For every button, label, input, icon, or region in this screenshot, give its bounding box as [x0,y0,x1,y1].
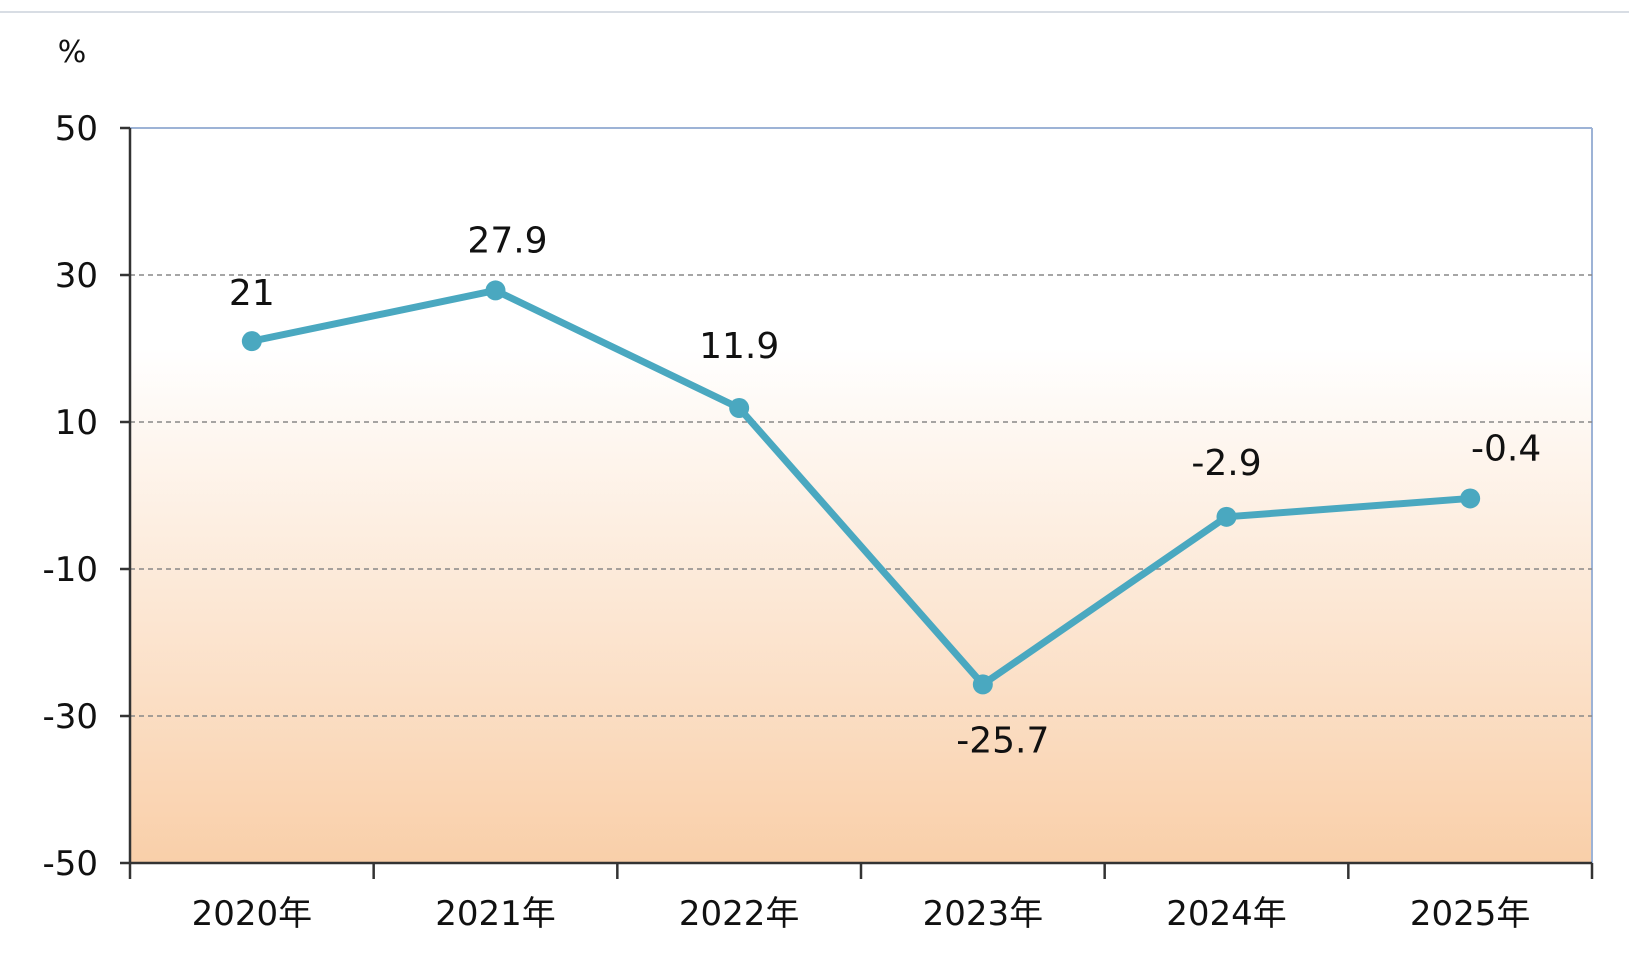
data-label: -2.9 [1191,443,1261,484]
y-tick-label: -50 [42,844,98,884]
x-tick-label: 2025年 [1410,894,1531,934]
data-point [1216,506,1237,527]
data-label: -0.4 [1471,428,1541,469]
x-tick-label: 2020年 [192,894,313,934]
plot-background [130,128,1592,863]
data-label: -25.7 [956,720,1049,761]
data-point [485,280,506,301]
x-tick-label: 2021年 [435,894,556,934]
data-point [241,331,262,352]
x-tick-label: 2022年 [679,894,800,934]
data-label: 27.9 [467,220,547,261]
y-tick-label: 50 [55,109,98,149]
x-tick-label: 2023年 [923,894,1044,934]
y-tick-label: 10 [55,403,98,443]
data-point [1460,488,1481,509]
y-axis-unit-label: % [58,35,87,70]
data-label: 21 [229,273,275,314]
data-label: 11.9 [699,326,779,367]
data-point [729,398,750,419]
data-point [972,674,993,695]
y-tick-label: -30 [42,697,98,737]
x-tick-label: 2024年 [1166,894,1287,934]
y-tick-label: 30 [55,256,98,296]
series-line [248,286,1474,688]
y-tick-label: -10 [42,550,98,590]
